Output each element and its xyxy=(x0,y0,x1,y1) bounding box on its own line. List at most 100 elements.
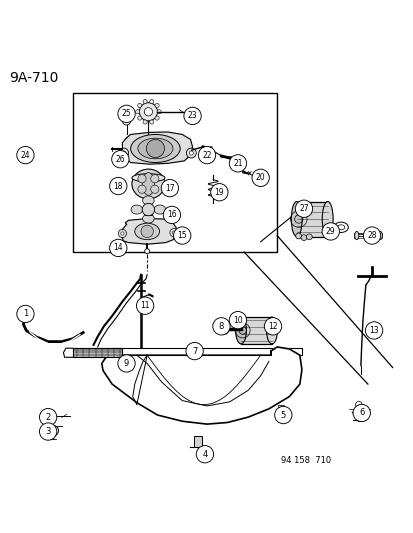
Circle shape xyxy=(118,105,135,123)
Text: 26: 26 xyxy=(115,155,125,164)
Circle shape xyxy=(39,423,57,440)
Ellipse shape xyxy=(354,231,358,240)
Circle shape xyxy=(352,405,370,422)
Circle shape xyxy=(142,204,154,216)
Ellipse shape xyxy=(142,214,154,223)
Circle shape xyxy=(142,100,147,103)
Circle shape xyxy=(138,185,146,193)
Ellipse shape xyxy=(377,231,382,240)
Text: 9: 9 xyxy=(123,359,129,368)
Circle shape xyxy=(229,155,246,172)
Ellipse shape xyxy=(321,201,332,237)
Circle shape xyxy=(196,446,213,463)
Ellipse shape xyxy=(142,196,154,205)
Bar xyxy=(278,405,283,409)
Circle shape xyxy=(183,107,201,125)
Text: 7: 7 xyxy=(192,346,197,356)
Circle shape xyxy=(150,100,153,103)
Circle shape xyxy=(138,175,146,183)
Bar xyxy=(112,348,301,355)
Circle shape xyxy=(150,175,159,183)
Circle shape xyxy=(39,408,57,426)
Circle shape xyxy=(306,234,311,240)
Circle shape xyxy=(173,227,190,244)
Circle shape xyxy=(150,120,153,124)
Text: 14: 14 xyxy=(113,244,123,253)
Ellipse shape xyxy=(235,317,246,344)
Circle shape xyxy=(154,103,159,108)
Circle shape xyxy=(295,233,301,239)
Circle shape xyxy=(145,249,149,254)
Circle shape xyxy=(112,150,129,168)
Ellipse shape xyxy=(131,205,142,214)
Ellipse shape xyxy=(131,134,180,163)
Text: 28: 28 xyxy=(366,231,376,240)
Circle shape xyxy=(138,116,141,120)
Text: 3: 3 xyxy=(45,427,51,436)
Bar xyxy=(73,93,276,252)
Circle shape xyxy=(229,311,246,329)
Circle shape xyxy=(144,108,152,116)
Circle shape xyxy=(139,103,157,121)
Text: 16: 16 xyxy=(167,211,176,220)
Circle shape xyxy=(212,318,230,335)
Circle shape xyxy=(274,406,291,424)
Circle shape xyxy=(17,147,34,164)
Ellipse shape xyxy=(132,174,164,182)
Text: 9A-710: 9A-710 xyxy=(9,70,58,85)
Text: 23: 23 xyxy=(187,111,197,120)
Text: 20: 20 xyxy=(255,173,265,182)
Circle shape xyxy=(154,116,159,120)
Bar xyxy=(296,201,327,237)
Text: 94 158  710: 94 158 710 xyxy=(280,456,330,465)
Ellipse shape xyxy=(132,169,164,199)
Text: 5: 5 xyxy=(280,410,285,419)
Circle shape xyxy=(321,223,339,240)
Circle shape xyxy=(150,185,159,193)
Circle shape xyxy=(221,327,225,332)
Circle shape xyxy=(121,232,124,235)
Circle shape xyxy=(157,110,161,114)
Circle shape xyxy=(109,177,127,195)
Circle shape xyxy=(47,425,58,436)
Text: 10: 10 xyxy=(233,316,242,325)
Circle shape xyxy=(186,148,196,158)
Text: 22: 22 xyxy=(202,151,211,159)
Circle shape xyxy=(17,305,34,322)
Circle shape xyxy=(118,229,126,238)
Ellipse shape xyxy=(135,223,159,240)
Circle shape xyxy=(363,227,380,244)
Circle shape xyxy=(141,225,153,238)
Circle shape xyxy=(161,180,178,197)
Circle shape xyxy=(264,318,281,335)
Text: 25: 25 xyxy=(121,109,131,118)
Text: 11: 11 xyxy=(140,301,150,310)
Polygon shape xyxy=(102,347,301,424)
Polygon shape xyxy=(121,219,176,244)
Text: 29: 29 xyxy=(325,227,335,236)
Bar xyxy=(193,437,202,447)
Circle shape xyxy=(300,235,306,240)
Text: 17: 17 xyxy=(165,183,174,192)
Circle shape xyxy=(121,151,126,155)
Circle shape xyxy=(169,229,178,237)
Circle shape xyxy=(142,120,147,124)
Circle shape xyxy=(136,297,153,314)
Ellipse shape xyxy=(138,138,173,159)
Circle shape xyxy=(172,231,175,235)
Text: 19: 19 xyxy=(214,188,224,197)
Circle shape xyxy=(189,151,193,155)
Circle shape xyxy=(365,322,382,339)
Ellipse shape xyxy=(291,201,301,237)
Circle shape xyxy=(198,147,215,164)
Circle shape xyxy=(218,324,228,335)
Circle shape xyxy=(135,110,140,114)
Ellipse shape xyxy=(142,173,154,195)
Text: 27: 27 xyxy=(299,204,308,213)
Circle shape xyxy=(109,239,127,256)
Text: 18: 18 xyxy=(113,182,123,190)
Ellipse shape xyxy=(333,222,347,232)
Circle shape xyxy=(355,401,361,408)
Circle shape xyxy=(122,117,131,125)
Text: 4: 4 xyxy=(202,450,207,459)
